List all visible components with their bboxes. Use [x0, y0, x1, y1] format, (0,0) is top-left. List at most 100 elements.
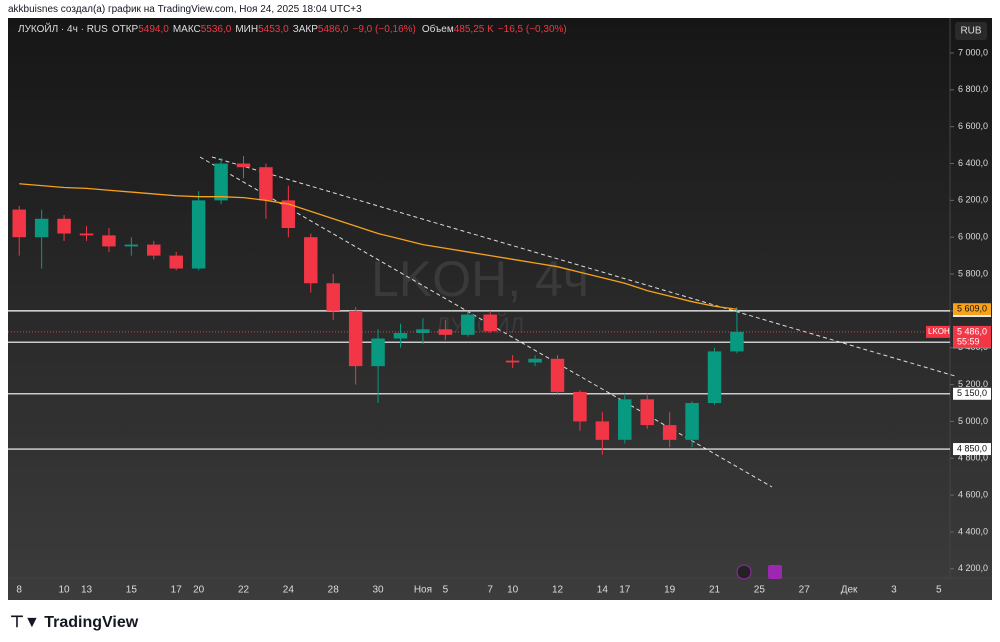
value: 5536,0	[201, 24, 232, 35]
candle-body	[573, 391, 587, 422]
candle-body	[416, 329, 430, 333]
level-tag	[953, 443, 991, 456]
x-tick-label: 10	[59, 585, 71, 596]
y-tick-label: 6 200,0	[958, 195, 988, 205]
x-tick-label: 21	[709, 585, 721, 596]
candle-body	[505, 360, 520, 363]
currency-box[interactable]	[955, 22, 987, 40]
x-tick-label: 24	[283, 585, 295, 596]
candle-body	[393, 333, 408, 339]
y-tick-label: 6 000,0	[958, 232, 988, 242]
watermark: LKOH, 4ч	[371, 251, 589, 307]
currency[interactable]: RUB	[960, 26, 981, 37]
y-tick-label: 6 400,0	[958, 158, 988, 168]
level-label: 4 850,0	[957, 443, 987, 453]
x-tick-label: 25	[754, 585, 766, 596]
label: МАКС	[173, 24, 201, 35]
x-tick-label: 5	[936, 585, 942, 596]
level-tag	[953, 387, 991, 400]
x-tick-label: 5	[443, 585, 449, 596]
event-icon[interactable]	[736, 564, 752, 580]
value: −16,5 (−0,30%)	[498, 24, 567, 35]
event-icon[interactable]	[768, 565, 782, 579]
candle-body	[461, 314, 475, 335]
x-tick-label: 28	[328, 585, 340, 596]
x-tick-label: 13	[81, 585, 93, 596]
label: ЗАКР	[293, 24, 319, 35]
candle-body	[326, 283, 340, 311]
x-tick-label: 10	[507, 585, 519, 596]
label: ОТКР	[112, 24, 139, 35]
y-tick-label: 4 400,0	[958, 526, 988, 536]
candle-body	[259, 167, 273, 201]
x-tick-label: 17	[171, 585, 183, 596]
candle-body	[34, 218, 49, 238]
logo-text[interactable]: TradingView	[44, 614, 139, 631]
x-tick-label: 7	[487, 585, 493, 596]
candle-body	[662, 425, 677, 440]
x-tick-label: 14	[597, 585, 609, 596]
moving-average	[19, 183, 738, 310]
label: МИН	[235, 24, 258, 35]
candle-body	[102, 235, 116, 247]
x-tick-label: 22	[238, 585, 250, 596]
candle-body	[214, 163, 228, 201]
value: 485,25 K	[454, 24, 494, 35]
y-tick-label: 5 000,0	[958, 416, 988, 426]
candle-body	[640, 399, 654, 426]
candle-body	[124, 244, 139, 247]
level-label: 5 150,0	[957, 388, 987, 398]
candle-body	[304, 237, 318, 284]
trend-line	[211, 156, 956, 377]
x-tick-label: 12	[552, 585, 564, 596]
logo[interactable]: ⊤▼ TradingView	[10, 614, 139, 631]
label: Объем	[422, 23, 454, 35]
y-tick-label: 5 800,0	[958, 268, 988, 278]
candle-body	[595, 421, 610, 440]
candle-body	[371, 338, 385, 367]
x-tick-label: Дек	[841, 585, 858, 596]
candle-body	[618, 399, 632, 440]
value: 5453,0	[258, 24, 289, 35]
chart: LKOH, 4ч ЛУКОЙЛ ЛУКОЙЛ · 4ч · RUS ОТКР549…	[8, 18, 992, 600]
chart-background	[8, 18, 992, 600]
x-tick-label: 19	[664, 585, 676, 596]
y-tick-label: 6 600,0	[958, 121, 988, 131]
ma-tag	[953, 303, 991, 316]
x-tick-label: 15	[126, 585, 138, 596]
y-tick-label: 4 200,0	[958, 563, 988, 573]
candle-body	[550, 358, 565, 392]
candle-body	[348, 310, 363, 367]
x-tick-label: 30	[373, 585, 385, 596]
symbol: ЛУКОЙЛ · 4ч · RUS	[18, 22, 108, 35]
y-tick-label: 6 800,0	[958, 84, 988, 94]
legend: ЛУКОЙЛ · 4ч · RUS ОТКР5494,0 МАКС5536,0 МИН…	[18, 22, 567, 35]
candle-body	[57, 218, 71, 234]
value: 5486,0	[318, 24, 349, 35]
candle-body	[191, 200, 206, 269]
y-tick-label: 5 200,0	[958, 379, 988, 389]
value: −9,0 (−0,16%)	[353, 24, 416, 35]
x-tick-label: 3	[891, 585, 897, 596]
x-tick-label: 8	[16, 585, 22, 596]
candle-body	[685, 403, 699, 440]
value: 5494,0	[138, 24, 169, 35]
y-tick-label: 7 000,0	[958, 47, 988, 57]
candle-body	[79, 233, 94, 236]
y-tick-label: 4 800,0	[958, 453, 988, 463]
candle-body	[438, 329, 453, 335]
last-price-symbol-tag	[926, 325, 950, 338]
x-tick-label: Ноя	[414, 585, 432, 596]
last-price-tag	[953, 325, 991, 348]
x-tick-label: 27	[799, 585, 811, 596]
last-price-symbol: LKOH	[928, 327, 950, 336]
countdown: 55:59	[957, 336, 980, 346]
candle-body	[730, 331, 744, 352]
x-tick-label: 17	[619, 585, 631, 596]
candle-body	[281, 200, 296, 228]
ma-tag-label: 5 609,0	[957, 304, 987, 314]
last-price-label: 5 486,0	[957, 326, 987, 336]
candle-body	[169, 255, 183, 269]
header: akkbuisnes создал(а) график на TradingVi…	[8, 4, 362, 15]
